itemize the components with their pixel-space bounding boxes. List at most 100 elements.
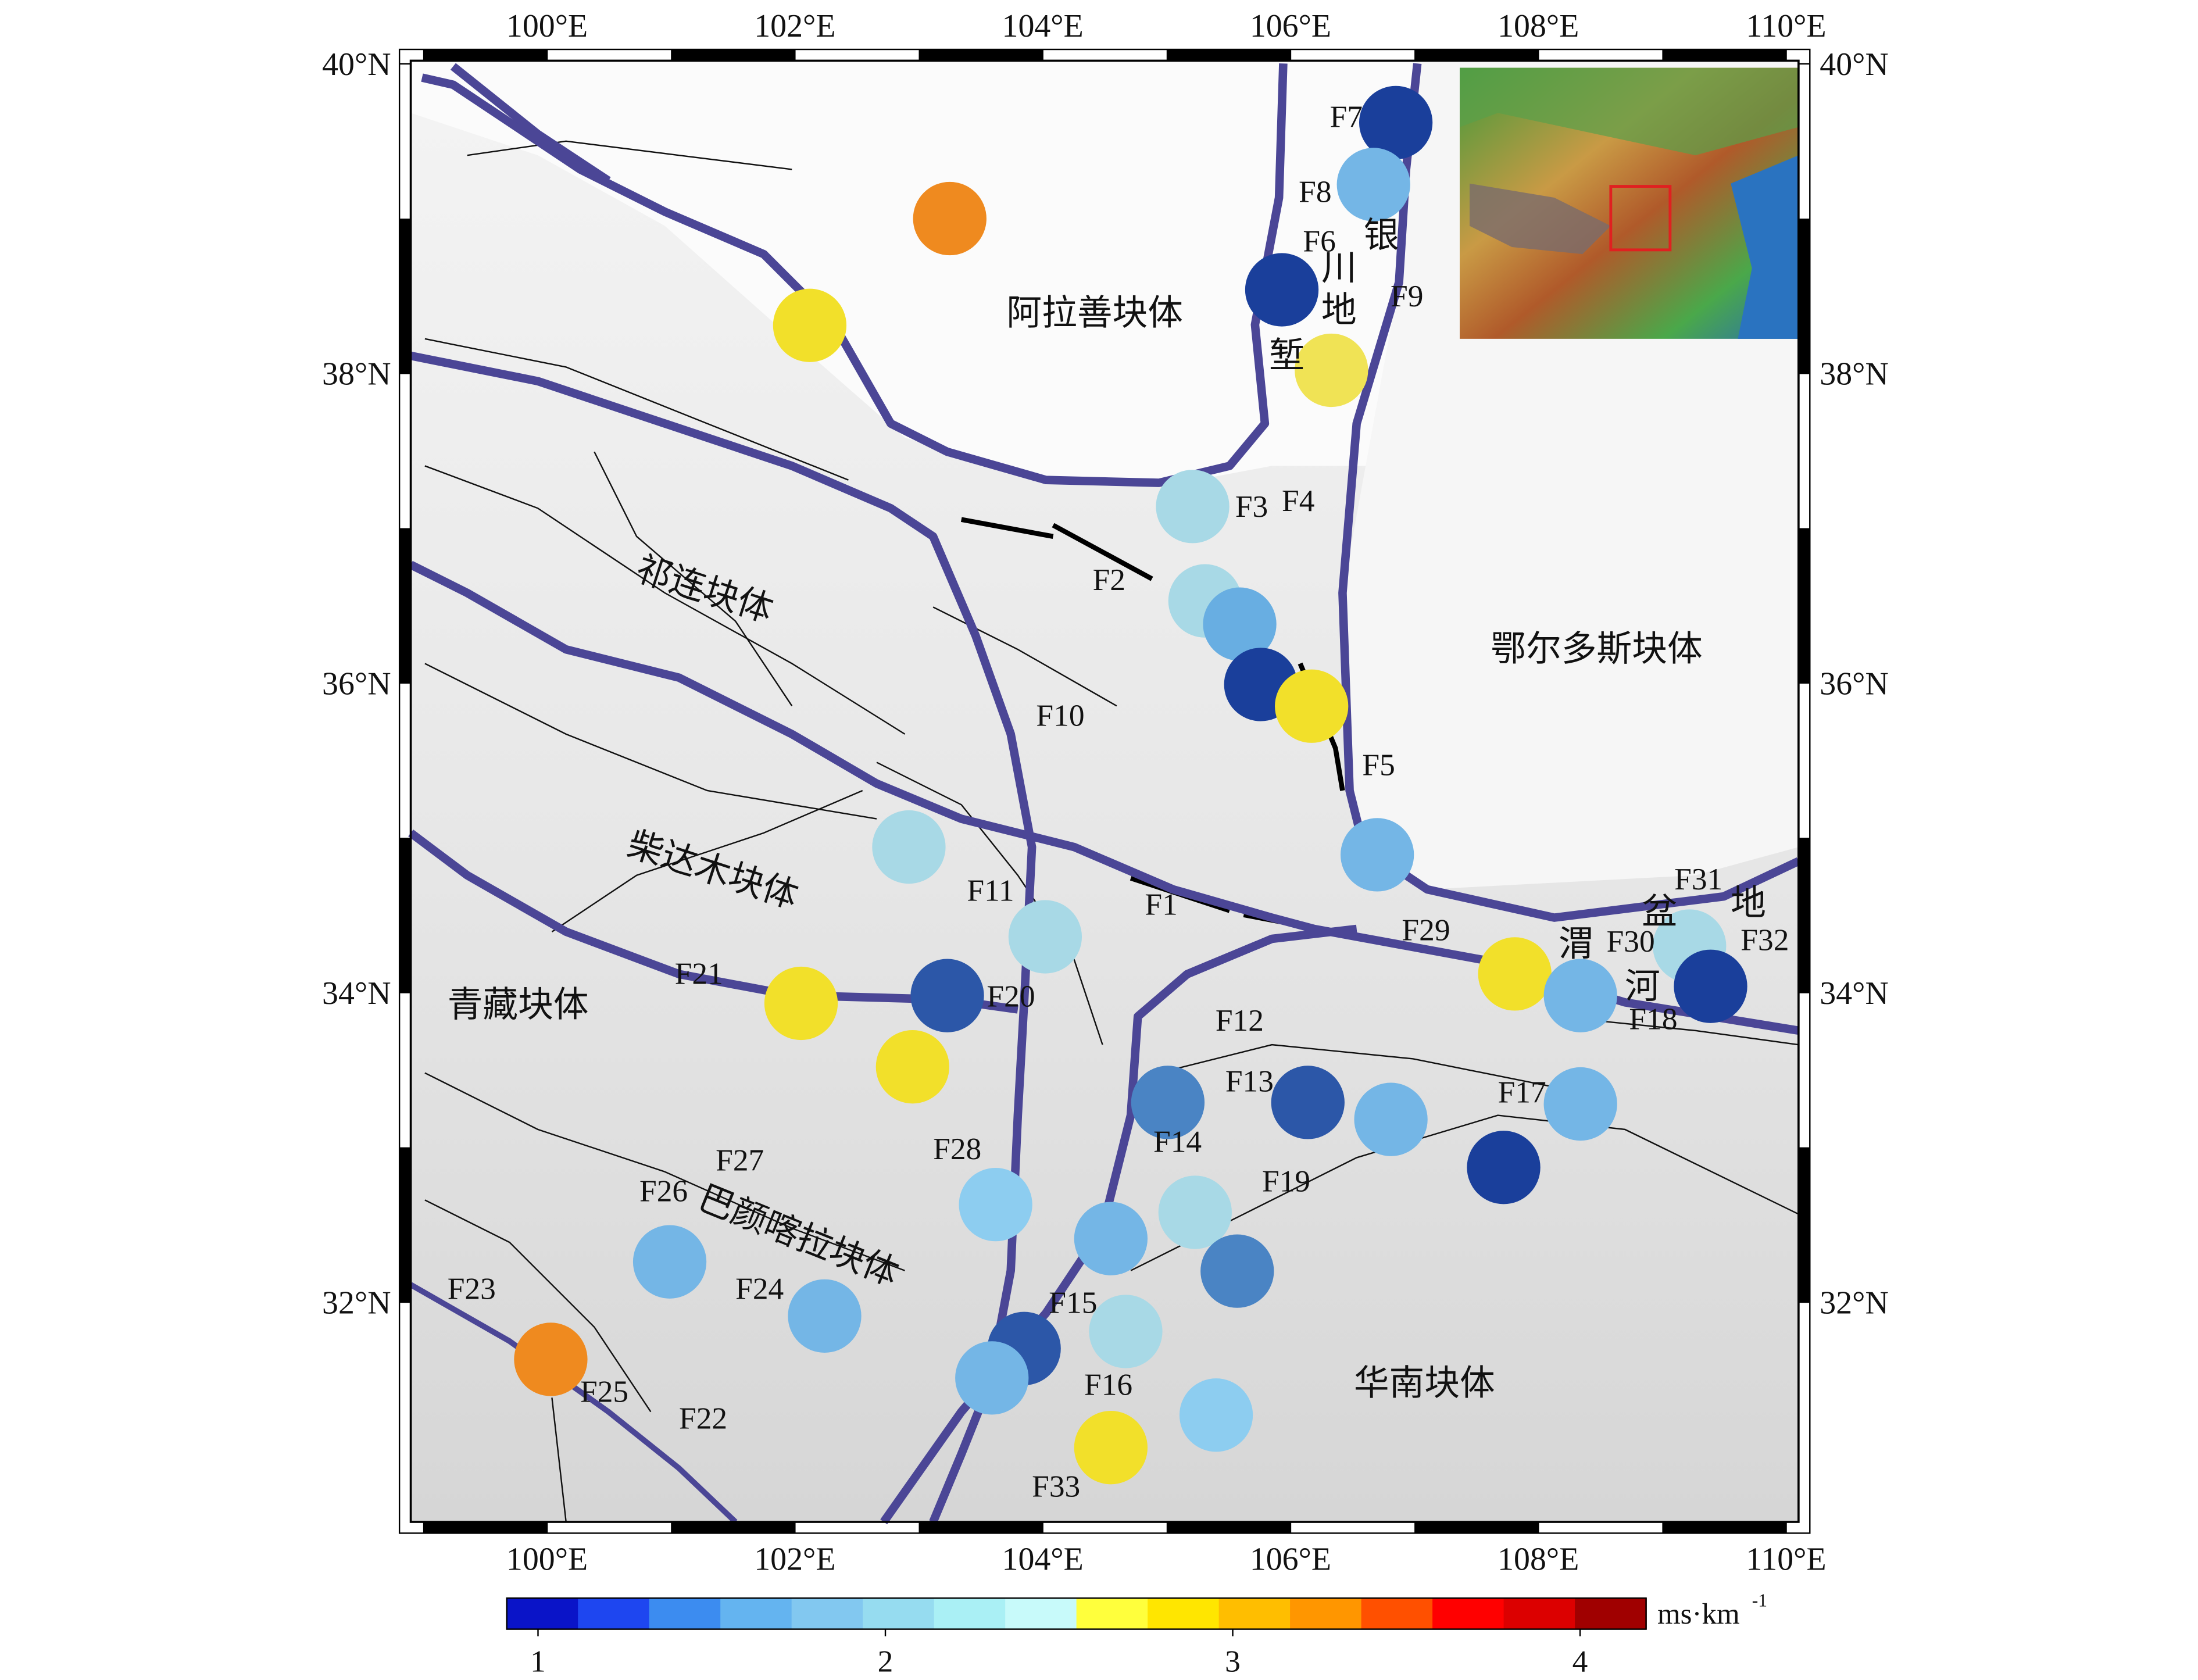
frame-bar <box>1414 1522 1539 1534</box>
lon-tick-label: 108°E <box>1498 1542 1579 1578</box>
fault <box>551 789 863 932</box>
fault-label: F11 <box>967 873 1014 907</box>
lat-tick-label: 34°N <box>1820 975 1889 1011</box>
lon-tick-label: 104°E <box>1002 8 1084 44</box>
lat-tick-label: 40°N <box>322 47 391 83</box>
frame-bar <box>399 838 411 993</box>
region-label: 青藏块体 <box>448 986 589 1025</box>
fault <box>424 1199 652 1413</box>
station-point <box>632 1225 707 1299</box>
inset-map <box>1460 67 1799 339</box>
fault <box>424 663 877 820</box>
station-point <box>959 1168 1032 1242</box>
frame-bar <box>918 49 1043 61</box>
fault-label: F5 <box>1362 747 1395 782</box>
station-point <box>1245 253 1319 327</box>
colorbar-segment <box>506 1598 579 1629</box>
fault-labels: F1 F2 F3 F4 F5 F6 F7 F8 F9 F10 F11 F12 F13 F14 F15 F16 F… <box>448 99 1789 1504</box>
faults <box>424 140 1799 1522</box>
station-point <box>1074 1411 1148 1485</box>
colorbar-segment <box>934 1598 1006 1629</box>
station-point <box>910 959 984 1032</box>
station-point <box>1543 959 1617 1032</box>
map-frame: 100°E 100°E 102°E 102°E 104°E 104°E 106°E 106°E… <box>322 8 1889 1577</box>
station-point <box>1008 900 1082 974</box>
colorbar: ms·km -1 1 2 3 4 <box>506 1590 1767 1678</box>
frame-bar <box>399 528 411 683</box>
frame-bar <box>423 1522 548 1534</box>
fault-label: F14 <box>1153 1124 1202 1159</box>
station-point <box>1674 949 1747 1023</box>
colorbar-unit-exponent: -1 <box>1752 1590 1767 1611</box>
station-point <box>1179 1378 1253 1452</box>
frame-bar <box>1798 528 1810 683</box>
colorbar-tick-label: 3 <box>1225 1643 1241 1678</box>
fault-label: F9 <box>1391 278 1423 313</box>
frame-bar <box>1662 1522 1786 1534</box>
fault-label: F2 <box>1093 562 1125 597</box>
lon-tick-label: 108°E <box>1498 8 1579 44</box>
frame-bar <box>423 49 548 61</box>
colorbar-segment <box>1148 1598 1220 1629</box>
fault-label: F20 <box>987 979 1035 1014</box>
colorbar-segment <box>791 1598 864 1629</box>
colorbar-segment <box>649 1598 721 1629</box>
block-boundaries <box>408 63 1800 1525</box>
inset-sea <box>1731 155 1799 339</box>
frame-bar <box>1798 838 1810 993</box>
lat-tick-label: 36°N <box>1820 666 1889 702</box>
station-point <box>1089 1295 1163 1368</box>
fault-label: F16 <box>1084 1367 1132 1402</box>
fault-label: F23 <box>448 1271 496 1306</box>
frame-bar <box>1798 219 1810 374</box>
lon-tick-label: 106°E <box>1250 1542 1331 1578</box>
colorbar-tick-label: 2 <box>878 1643 894 1678</box>
colorbar-tick-label: 4 <box>1572 1643 1588 1678</box>
fault <box>424 338 849 481</box>
frame-bar <box>918 1522 1043 1534</box>
colorbar-segment <box>1361 1598 1434 1629</box>
station-point <box>764 966 838 1041</box>
fault-label: F25 <box>580 1374 628 1409</box>
station-point <box>1156 470 1230 544</box>
station-point <box>1295 333 1368 408</box>
fault-label: F30 <box>1607 924 1655 959</box>
lat-tick-label: 32°N <box>1820 1285 1889 1321</box>
station-point <box>1341 818 1414 892</box>
station-point <box>788 1279 862 1353</box>
frame-bar <box>1414 49 1539 61</box>
block-boundary <box>450 63 611 184</box>
fault <box>424 1072 905 1271</box>
lat-tick-label: 38°N <box>1820 356 1889 392</box>
colorbar-segment <box>578 1598 650 1629</box>
fault-label: F22 <box>679 1401 727 1436</box>
fault <box>1159 1043 1554 1088</box>
colorbar-segment <box>1005 1598 1077 1629</box>
region-label: 阿拉善块体 <box>1006 294 1183 333</box>
lat-tick-label: 38°N <box>322 356 391 392</box>
colorbar-segment <box>1503 1598 1576 1629</box>
station-point <box>913 181 987 256</box>
station-point <box>1158 1175 1232 1249</box>
colorbar-border <box>506 1597 1647 1630</box>
frame-bar <box>671 1522 795 1534</box>
frame-bar <box>1166 1522 1291 1534</box>
fault <box>932 606 1117 707</box>
station-point <box>1131 1066 1205 1139</box>
station-point <box>955 1341 1029 1415</box>
region-label: 华南块体 <box>1354 1364 1495 1403</box>
station-point <box>1354 1082 1428 1156</box>
block-boundary <box>1338 63 1800 922</box>
frame-bar <box>1166 49 1291 61</box>
colorbar-segment <box>720 1598 792 1629</box>
lon-tick-label: 110°E <box>1746 1542 1826 1578</box>
lon-tick-label: 110°E <box>1746 8 1826 44</box>
fault-label: F33 <box>1032 1468 1080 1503</box>
fault-label: F1 <box>1145 887 1177 922</box>
station-point <box>1478 937 1552 1011</box>
inset-plateau <box>1470 183 1611 255</box>
fault-label: F27 <box>716 1142 764 1177</box>
colorbar-segment <box>1218 1598 1291 1629</box>
lat-tick-label: 34°N <box>322 975 391 1011</box>
